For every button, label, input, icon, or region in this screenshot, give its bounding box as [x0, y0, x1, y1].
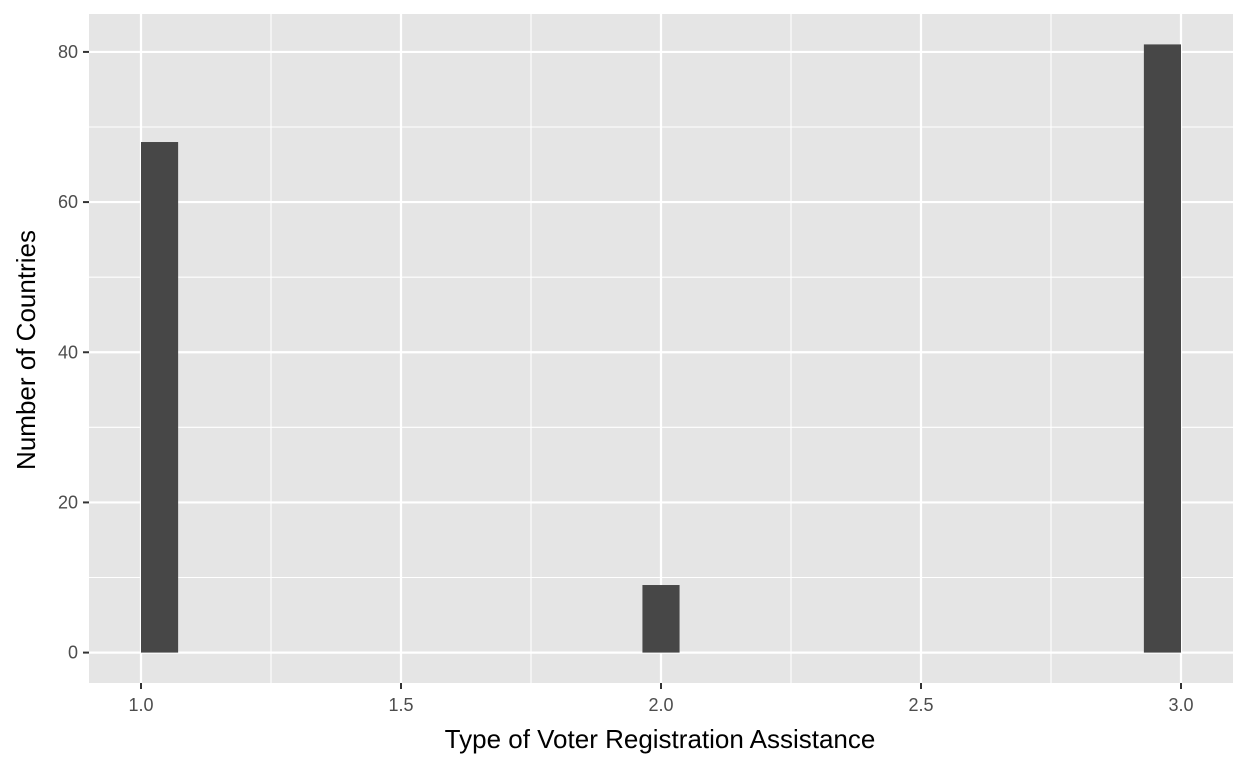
y-tick-label: 20: [58, 492, 78, 512]
x-axis-title: Type of Voter Registration Assistance: [445, 724, 876, 754]
x-tick-label: 1.5: [388, 695, 413, 715]
axis-ticks: [83, 50, 1182, 689]
y-tick-label: 0: [68, 643, 78, 663]
x-tick-labels: 1.0 1.5 2.0 2.5 3.0: [128, 695, 1193, 715]
y-axis-title: Number of Countries: [11, 230, 41, 470]
bars: [141, 44, 1181, 653]
y-tick-label: 80: [58, 42, 78, 62]
x-tick-label: 3.0: [1168, 695, 1193, 715]
histogram-bar: [141, 142, 179, 653]
histogram-bar: [642, 585, 680, 653]
y-tick-labels: 0 20 40 60 80: [58, 42, 78, 663]
x-tick-label: 1.0: [128, 695, 153, 715]
y-tick-label: 40: [58, 342, 78, 362]
histogram-bar: [1143, 44, 1181, 653]
x-tick-label: 2.0: [648, 695, 673, 715]
x-tick-label: 2.5: [908, 695, 933, 715]
y-tick-label: 60: [58, 192, 78, 212]
